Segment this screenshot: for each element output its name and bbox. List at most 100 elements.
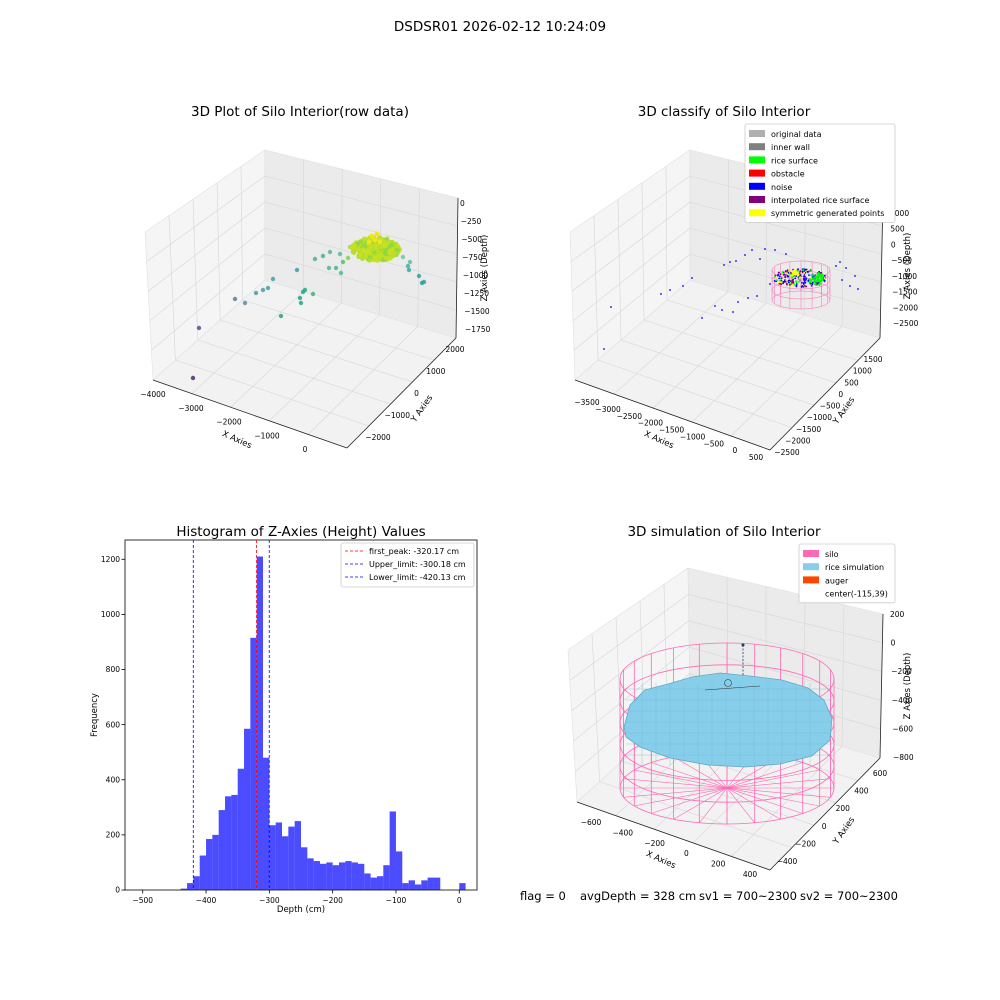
tick-label: 500 xyxy=(844,378,859,387)
panel-raw-3d: 3D Plot of Silo Interior(row data) −4000… xyxy=(140,104,490,454)
data-point xyxy=(603,348,605,350)
data-point xyxy=(776,279,779,282)
data-point xyxy=(366,239,372,245)
histogram-bar xyxy=(389,811,396,890)
data-point xyxy=(270,276,276,282)
z-axis-label: Z Axies (Depth) xyxy=(480,235,490,302)
grid-line xyxy=(689,227,882,283)
legend-label: rice surface xyxy=(771,156,818,165)
legend-box xyxy=(798,543,896,604)
data-point xyxy=(819,276,822,279)
tick-label: −250 xyxy=(461,217,482,226)
legend-label: inner wall xyxy=(771,143,810,152)
z-axis-label: Z Axies (Depth) xyxy=(903,653,913,720)
histogram-bar xyxy=(433,877,441,890)
tick-label: −2000 xyxy=(365,433,391,442)
legend-swatch xyxy=(749,169,765,177)
y-axis-label: Y Axies xyxy=(831,395,858,427)
tick-label: −1000 xyxy=(680,432,706,441)
data-point xyxy=(383,251,388,256)
data-point xyxy=(366,236,372,241)
data-point xyxy=(816,279,820,282)
grid-line xyxy=(175,359,369,427)
data-point xyxy=(854,275,856,277)
data-point xyxy=(849,285,851,287)
data-point xyxy=(327,249,333,255)
data-point xyxy=(803,274,806,276)
x-axis-line xyxy=(152,379,348,449)
data-point xyxy=(791,281,793,284)
data-point xyxy=(801,281,803,284)
grid-line xyxy=(240,166,243,301)
tick-label: 1000 xyxy=(426,367,445,376)
data-point xyxy=(799,270,802,273)
tick-label: −1000 xyxy=(463,271,489,280)
data-point xyxy=(792,269,795,272)
data-point xyxy=(783,280,786,282)
data-point xyxy=(777,281,780,284)
legend-swatch xyxy=(749,156,765,164)
tick-label: 0 xyxy=(684,849,689,858)
histogram-bar xyxy=(364,873,371,890)
tick-label: −800 xyxy=(893,753,914,762)
data-point xyxy=(372,255,378,261)
data-point xyxy=(799,276,802,278)
tick-label: −1500 xyxy=(796,425,822,434)
y-tick-label: 1000 xyxy=(101,610,120,619)
tick-label: −200 xyxy=(644,839,665,848)
data-point xyxy=(845,267,847,269)
y-tick-label: 800 xyxy=(106,665,121,674)
data-point xyxy=(253,290,259,296)
grid-line xyxy=(197,339,391,405)
grid-line xyxy=(620,339,815,406)
tick-label: −3000 xyxy=(595,405,621,414)
grid-line xyxy=(570,175,691,262)
data-point xyxy=(791,279,794,282)
data-point xyxy=(818,283,821,286)
data-point xyxy=(779,279,781,282)
tick-label: −1000 xyxy=(807,413,833,422)
data-point xyxy=(383,255,388,261)
data-point xyxy=(374,231,380,237)
tick-label: −750 xyxy=(462,253,483,262)
legend-label: original data xyxy=(771,130,822,139)
center-marker xyxy=(724,679,732,687)
grid-line xyxy=(615,617,623,762)
grid-line xyxy=(643,319,837,384)
histogram-bar xyxy=(225,796,232,890)
data-point xyxy=(787,269,790,272)
legend-swatch xyxy=(749,143,765,151)
grid-line xyxy=(572,227,691,322)
grid-line xyxy=(569,594,689,681)
tick-label: −500 xyxy=(891,256,912,265)
grid-line xyxy=(341,169,343,304)
histogram-bar xyxy=(288,826,295,890)
x-tick-label: −300 xyxy=(259,896,280,905)
y-axis-line xyxy=(346,337,457,449)
tick-label: −500 xyxy=(703,439,724,448)
data-point xyxy=(788,283,791,286)
data-point xyxy=(774,249,776,251)
tick-label: 200 xyxy=(836,804,851,813)
data-point xyxy=(610,306,612,308)
tick-label: 0 xyxy=(822,822,827,831)
footer: flag = 0 avgDepth = 328 cm sv1 = 700~230… xyxy=(520,889,898,903)
data-point xyxy=(800,286,803,288)
grid-line xyxy=(593,215,599,361)
data-point xyxy=(794,277,797,280)
data-point xyxy=(320,253,326,259)
histogram-bar xyxy=(275,822,283,890)
data-point xyxy=(808,274,810,276)
data-point xyxy=(302,287,308,293)
data-point xyxy=(820,271,823,274)
x-axis-line xyxy=(574,379,771,451)
chart-title: 3D simulation of Silo Interior xyxy=(627,524,821,540)
grid-line xyxy=(146,175,266,262)
z-axis-label: Z Axies (Depth) xyxy=(903,233,913,300)
tick-label: −3500 xyxy=(574,398,600,407)
data-point xyxy=(780,283,783,286)
data-point xyxy=(812,277,815,280)
data-point xyxy=(723,264,725,266)
data-point xyxy=(751,249,753,251)
